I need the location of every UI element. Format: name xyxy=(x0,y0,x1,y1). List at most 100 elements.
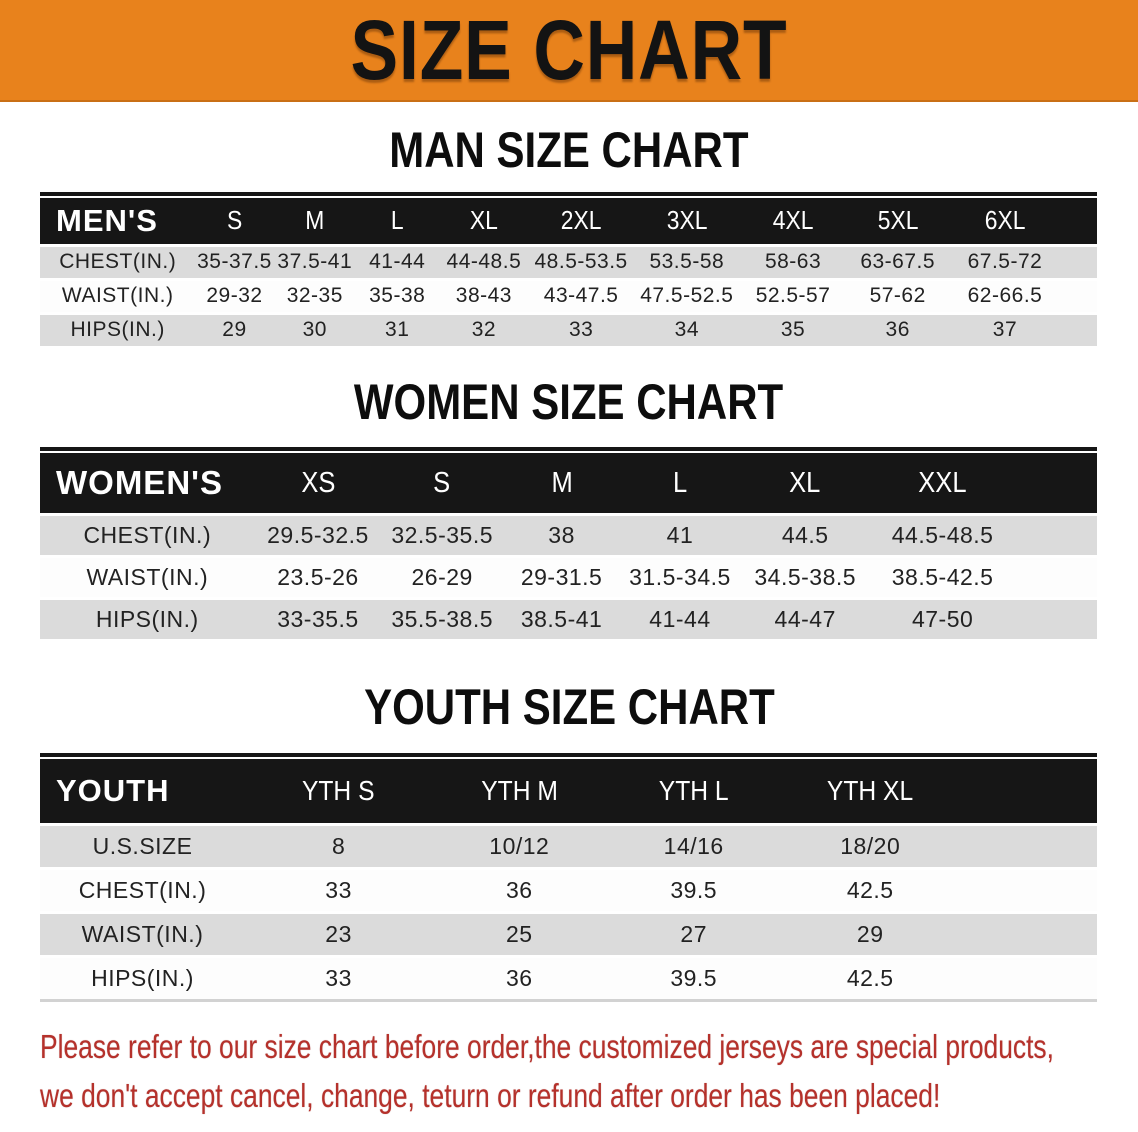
womens-size-table: WOMEN'S XS S M L XL XXL CHEST(IN.) 29.5-32.5 32.5… xyxy=(40,453,1097,639)
measurement-row: U.S.SIZE 8 10/12 14/16 18/20 xyxy=(40,822,1097,867)
size-value-cell: 57-62 xyxy=(845,277,951,312)
size-value-cell: 30 xyxy=(273,311,357,346)
size-column-header-label: XL xyxy=(469,205,498,235)
size-value-cell: 53.5-58 xyxy=(632,243,741,278)
size-value-cell: 33 xyxy=(245,954,433,999)
table-header-row: MEN'S S M L XL 2XL 3XL 4XL 5XL 6XL xyxy=(40,197,1097,244)
size-column-header: XL xyxy=(438,197,530,244)
womens-size-table-wrapper: WOMEN'S XS S M L XL XXL CHEST(IN.) 29.5-32.5 32.5… xyxy=(40,447,1097,639)
measurement-row-label: U.S.SIZE xyxy=(40,822,246,867)
size-column-header: L xyxy=(620,453,740,513)
row-spacer-cell xyxy=(959,822,1097,867)
size-column-header-label: L xyxy=(672,466,688,499)
size-column-header: XL xyxy=(739,453,871,513)
measurement-row-label: WAIST(IN.) xyxy=(40,555,255,597)
measurement-row: HIPS(IN.) 33-35.5 35.5-38.5 38.5-41 41-44 44-… xyxy=(40,597,1097,639)
measurement-row: CHEST(IN.) 35-37.5 37.5-41 41-44 44-48.5 48.5… xyxy=(40,243,1097,278)
order-disclaimer: Please refer to our size chart before or… xyxy=(40,1026,1138,1117)
size-column-header-label: XL xyxy=(789,466,821,499)
size-value-cell: 41-44 xyxy=(356,243,439,278)
size-value-cell: 25 xyxy=(432,910,607,955)
size-column-header: L xyxy=(356,197,439,244)
size-column-header-label: XXL xyxy=(918,466,967,499)
size-value-cell: 33-35.5 xyxy=(254,597,382,639)
size-column-header-label: YTH L xyxy=(658,774,729,806)
row-spacer-cell xyxy=(1014,555,1097,597)
size-column-header-label: L xyxy=(390,205,404,235)
size-value-cell: 32.5-35.5 xyxy=(381,513,503,555)
size-chart-banner: SIZE CHART xyxy=(0,0,1138,102)
size-column-header: YTH M xyxy=(432,758,607,823)
measurement-row-label: CHEST(IN.) xyxy=(40,866,246,911)
size-value-cell: 18/20 xyxy=(780,822,960,867)
table-corner-label: MEN'S xyxy=(40,197,196,244)
size-column-header-label: 3XL xyxy=(666,205,708,235)
size-value-cell: 47.5-52.5 xyxy=(632,277,741,312)
row-spacer-cell xyxy=(959,910,1097,955)
size-value-cell: 23 xyxy=(245,910,433,955)
size-value-cell: 42.5 xyxy=(780,866,960,911)
size-value-cell: 27 xyxy=(606,910,781,955)
size-column-header-label: YTH M xyxy=(480,774,558,806)
size-value-cell: 48.5-53.5 xyxy=(529,243,633,278)
size-value-cell: 62-66.5 xyxy=(950,277,1060,312)
size-column-header: YTH L xyxy=(606,758,781,823)
size-value-cell: 38.5-42.5 xyxy=(870,555,1015,597)
size-value-cell: 29.5-32.5 xyxy=(254,513,382,555)
table-header-row: YOUTH YTH S YTH M YTH L YTH XL xyxy=(40,758,1097,823)
size-value-cell: 34.5-38.5 xyxy=(739,555,871,597)
size-column-header: 3XL xyxy=(632,197,741,244)
measurement-row-label: HIPS(IN.) xyxy=(40,597,255,639)
size-column-header: 2XL xyxy=(529,197,633,244)
size-column-header: M xyxy=(502,453,621,513)
size-value-cell: 58-63 xyxy=(740,243,846,278)
row-spacer-cell xyxy=(1059,243,1097,278)
size-column-header: YTH XL xyxy=(780,758,960,823)
row-spacer-cell xyxy=(959,954,1097,999)
size-value-cell: 23.5-26 xyxy=(254,555,382,597)
size-value-cell: 32-35 xyxy=(273,277,357,312)
size-value-cell: 36 xyxy=(432,866,607,911)
size-value-cell: 31 xyxy=(356,311,439,346)
size-column-header-label: YTH XL xyxy=(827,774,914,806)
size-value-cell: 41 xyxy=(620,513,740,555)
size-value-cell: 47-50 xyxy=(870,597,1015,639)
size-column-header-label: M xyxy=(305,205,325,235)
size-value-cell: 33 xyxy=(245,866,433,911)
size-column-header-label: 2XL xyxy=(560,205,602,235)
size-column-header: 4XL xyxy=(740,197,846,244)
size-value-cell: 36 xyxy=(845,311,951,346)
size-value-cell: 35-38 xyxy=(356,277,439,312)
measurement-row-label: HIPS(IN.) xyxy=(40,311,196,346)
size-value-cell: 33 xyxy=(529,311,633,346)
size-value-cell: 67.5-72 xyxy=(950,243,1060,278)
size-value-cell: 38 xyxy=(502,513,621,555)
size-column-header-label: S xyxy=(226,205,243,235)
size-column-header-label: M xyxy=(550,466,573,499)
size-value-cell: 29-31.5 xyxy=(502,555,621,597)
youth-size-table-wrapper: YOUTH YTH S YTH M YTH L YTH XL U.S.SIZE 8 10/12… xyxy=(40,752,1097,1002)
size-column-header: XXL xyxy=(870,453,1015,513)
row-spacer-cell xyxy=(1059,277,1097,312)
size-value-cell: 29 xyxy=(195,311,274,346)
size-value-cell: 29 xyxy=(780,910,960,955)
size-value-cell: 63-67.5 xyxy=(845,243,951,278)
table-corner-label: WOMEN'S xyxy=(40,453,255,513)
size-value-cell: 43-47.5 xyxy=(529,277,633,312)
size-value-cell: 44.5 xyxy=(739,513,871,555)
measurement-row: CHEST(IN.) 29.5-32.5 32.5-35.5 38 41 44.5 44.5… xyxy=(40,513,1097,555)
size-value-cell: 38-43 xyxy=(438,277,530,312)
size-column-header: YTH S xyxy=(245,758,433,823)
size-column-header: M xyxy=(273,197,357,244)
size-value-cell: 31.5-34.5 xyxy=(620,555,740,597)
measurement-row-label: HIPS(IN.) xyxy=(40,954,246,999)
size-value-cell: 10/12 xyxy=(432,822,607,867)
header-spacer-cell xyxy=(1059,197,1097,244)
size-value-cell: 37.5-41 xyxy=(273,243,357,278)
size-value-cell: 52.5-57 xyxy=(740,277,846,312)
size-column-header: S xyxy=(195,197,274,244)
header-spacer-cell xyxy=(1014,453,1097,513)
row-spacer-cell xyxy=(1014,513,1097,555)
size-value-cell: 36 xyxy=(432,954,607,999)
